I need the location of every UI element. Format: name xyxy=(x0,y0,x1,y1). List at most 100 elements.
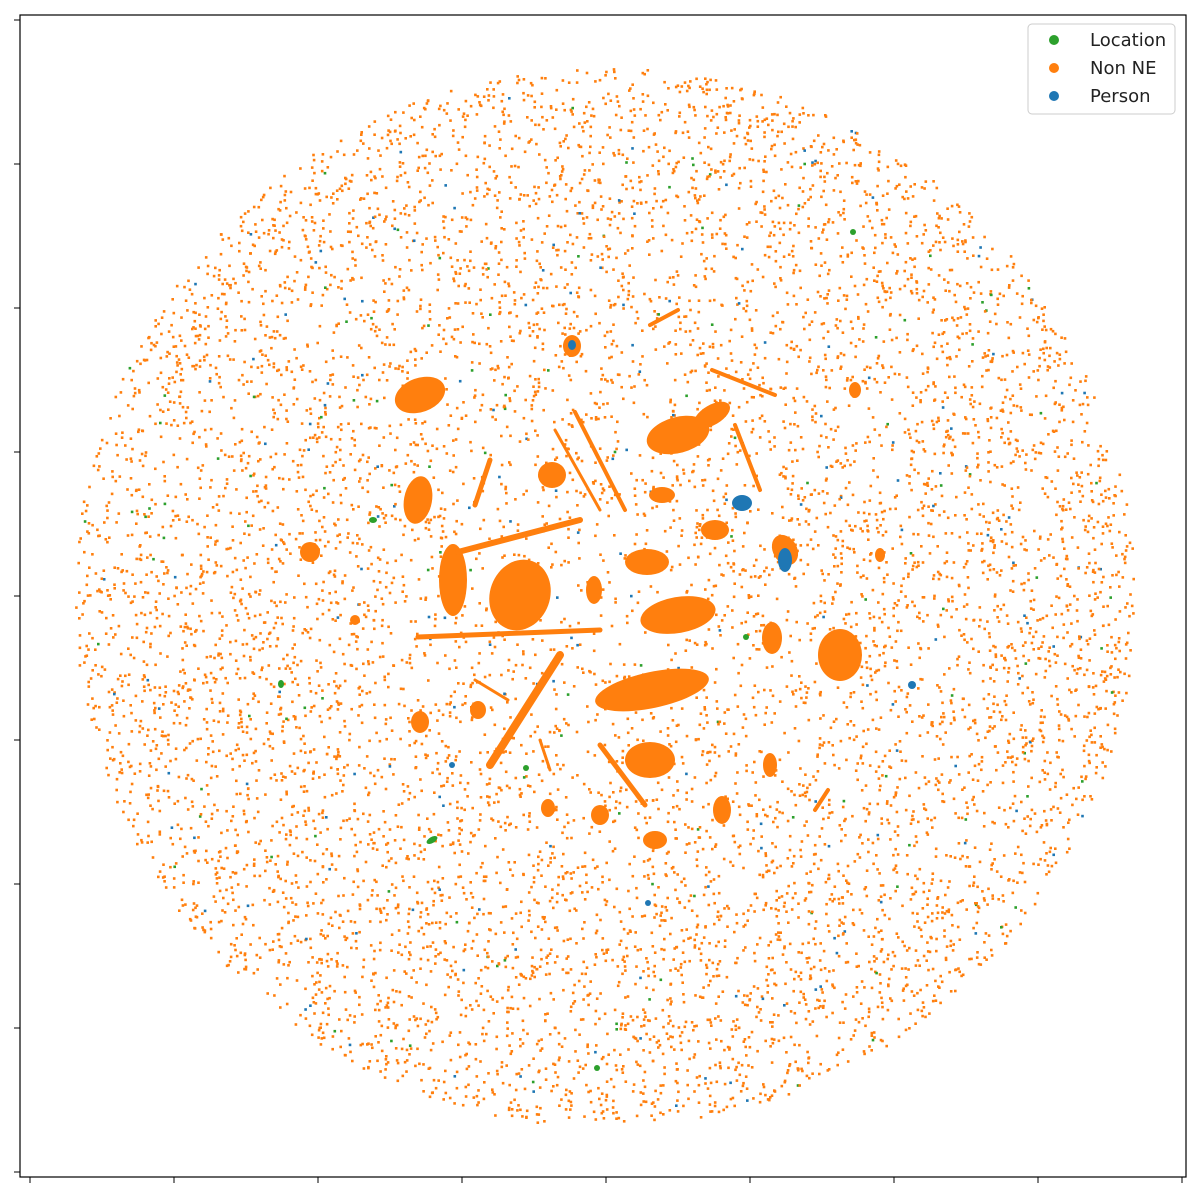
non-ne-point xyxy=(972,647,975,651)
non-ne-point xyxy=(939,1001,942,1005)
non-ne-point xyxy=(134,719,138,722)
non-ne-point xyxy=(1099,706,1102,710)
non-ne-point xyxy=(336,753,340,757)
non-ne-point xyxy=(469,104,473,108)
location-point xyxy=(216,457,220,460)
non-ne-point xyxy=(1085,668,1089,672)
non-ne-point xyxy=(570,836,573,840)
non-ne-point xyxy=(790,249,794,253)
non-ne-point xyxy=(314,378,318,382)
non-ne-point xyxy=(352,880,355,884)
non-ne-point xyxy=(634,711,638,714)
non-ne-point xyxy=(814,412,818,415)
non-ne-point xyxy=(630,216,634,220)
non-ne-point xyxy=(1070,491,1073,494)
non-ne-point xyxy=(172,886,176,889)
non-ne-point xyxy=(1052,805,1055,809)
non-ne-point xyxy=(878,991,882,994)
non-ne-point xyxy=(334,910,337,914)
non-ne-point xyxy=(1128,614,1131,618)
non-ne-point xyxy=(1011,891,1015,895)
non-ne-point xyxy=(800,1067,803,1071)
non-ne-point xyxy=(452,454,455,457)
non-ne-point xyxy=(332,192,335,195)
non-ne-point xyxy=(870,967,873,971)
non-ne-point xyxy=(412,441,416,444)
non-ne-point xyxy=(138,724,142,728)
location-point xyxy=(323,486,326,490)
non-ne-point xyxy=(688,479,691,483)
non-ne-point xyxy=(713,1101,717,1104)
non-ne-point xyxy=(149,688,152,692)
non-ne-point xyxy=(232,416,236,420)
non-ne-point xyxy=(574,204,577,207)
non-ne-point xyxy=(1059,574,1063,578)
non-ne-point xyxy=(316,341,319,345)
non-ne-point xyxy=(563,249,567,253)
person-point xyxy=(167,771,171,775)
non-ne-point xyxy=(645,529,649,532)
location-point xyxy=(806,481,809,485)
non-ne-point xyxy=(569,872,573,875)
non-ne-point xyxy=(822,369,825,372)
non-ne-point xyxy=(370,1043,373,1046)
non-ne-point xyxy=(872,1031,876,1034)
location-point xyxy=(625,161,628,164)
non-ne-point xyxy=(321,1031,325,1035)
non-ne-point xyxy=(355,850,359,854)
non-ne-point xyxy=(620,385,623,389)
person-point xyxy=(760,846,763,850)
non-ne-point xyxy=(335,757,338,761)
non-ne-point xyxy=(708,1018,712,1022)
non-ne-point xyxy=(442,108,446,112)
non-ne-point xyxy=(740,1063,744,1067)
non-ne-point xyxy=(241,753,245,757)
non-ne-point xyxy=(404,945,407,949)
non-ne-point xyxy=(946,419,950,422)
non-ne-point xyxy=(608,356,611,360)
non-ne-point xyxy=(724,492,728,496)
non-ne-point xyxy=(522,652,525,656)
non-ne-point xyxy=(209,427,213,431)
non-ne-point xyxy=(252,637,256,641)
non-ne-point xyxy=(648,1038,652,1041)
non-ne-point xyxy=(837,1036,841,1040)
non-ne-point xyxy=(452,129,455,132)
non-ne-point xyxy=(1032,608,1035,611)
non-ne-point xyxy=(786,203,790,207)
non-ne-point xyxy=(365,373,369,377)
non-ne-point xyxy=(879,784,882,788)
non-ne-point xyxy=(525,489,528,493)
non-ne-point xyxy=(713,901,716,905)
non-ne-point xyxy=(1062,498,1066,501)
non-ne-point xyxy=(158,592,161,595)
non-ne-point xyxy=(217,381,221,385)
non-ne-point xyxy=(862,327,865,330)
non-ne-point xyxy=(231,891,234,895)
non-ne-point xyxy=(953,718,956,722)
non-ne-point xyxy=(696,407,699,411)
non-ne-point xyxy=(535,323,539,326)
non-ne-point xyxy=(679,321,682,325)
non-ne-point xyxy=(370,640,373,644)
non-ne-point xyxy=(1011,646,1014,650)
non-ne-point xyxy=(446,317,449,320)
non-ne-point xyxy=(714,1002,718,1005)
non-ne-point xyxy=(159,408,162,412)
non-ne-point xyxy=(367,609,370,612)
non-ne-point xyxy=(1024,832,1028,835)
non-ne-point xyxy=(183,748,186,752)
non-ne-point xyxy=(723,945,727,948)
location-point xyxy=(909,552,913,555)
non-ne-point xyxy=(235,568,239,572)
non-ne-point xyxy=(286,718,290,722)
non-ne-point xyxy=(104,538,108,541)
non-ne-point xyxy=(271,217,274,221)
non-ne-point xyxy=(843,218,846,221)
non-ne-point xyxy=(556,788,560,791)
non-ne-point xyxy=(168,377,171,380)
non-ne-point xyxy=(264,942,267,946)
non-ne-point xyxy=(132,656,136,660)
non-ne-point xyxy=(464,118,467,122)
non-ne-point xyxy=(740,621,743,625)
